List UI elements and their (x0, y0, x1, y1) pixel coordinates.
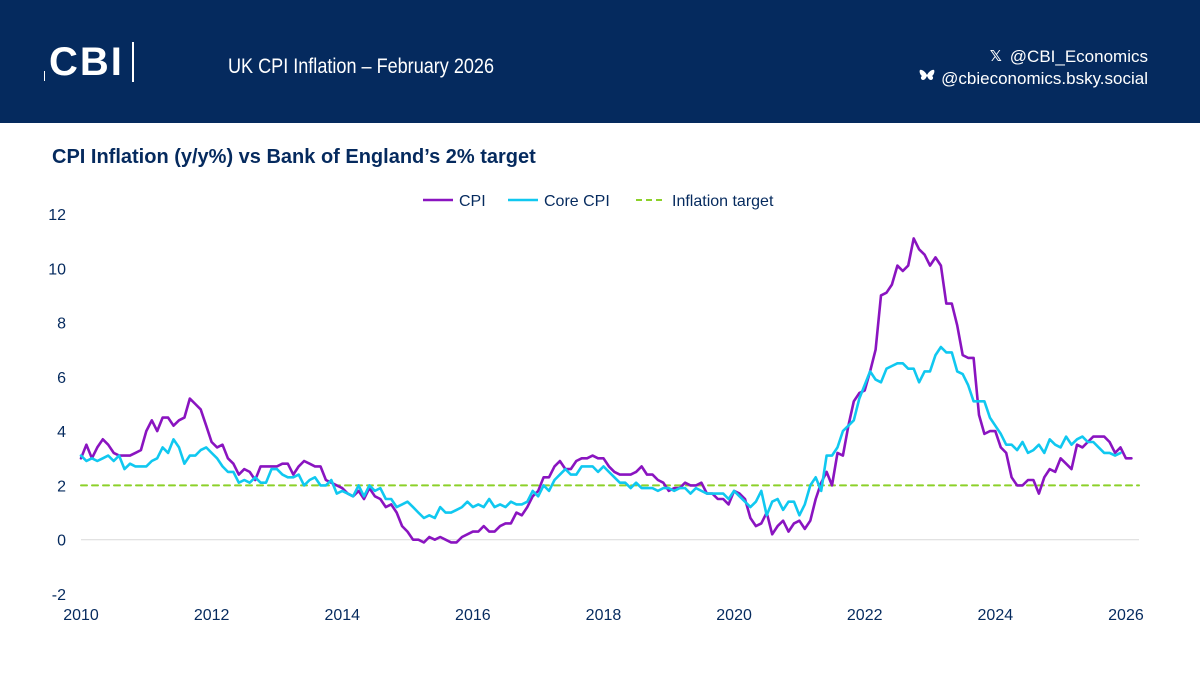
social-bsky-handle[interactable]: @cbieconomics.bsky.social (941, 69, 1148, 88)
y-tick-label: -2 (52, 587, 66, 604)
x-tick-label: 2020 (716, 607, 752, 624)
x-tick-label: 2010 (63, 607, 99, 624)
logo-divider (44, 71, 45, 81)
legend-label: CPI (459, 193, 486, 210)
x-logo-icon: 𝕏 (989, 48, 1002, 65)
x-tick-label: 2022 (847, 607, 883, 624)
x-tick-label: 2014 (324, 607, 360, 624)
x-tick-label: 2018 (586, 607, 622, 624)
y-tick-label: 6 (57, 370, 66, 387)
chart-axes: -2 0 2 4 6 8 10 12 2010 2012 2014 2016 2018 2020 2022 2… (48, 207, 1144, 624)
x-tick-label: 2026 (1108, 607, 1144, 624)
chart-title: CPI Inflation (y/y%) vs Bank of England’… (52, 146, 536, 168)
x-tick-label: 2012 (194, 607, 230, 624)
y-tick-label: 8 (57, 316, 66, 333)
social-x-handle[interactable]: @CBI_Economics (1009, 47, 1148, 66)
logo-divider (131, 42, 134, 82)
social-bsky-line[interactable]: @cbieconomics.bsky.social (919, 68, 1148, 90)
x-tick-label: 2024 (978, 607, 1014, 624)
y-tick-label: 4 (57, 424, 66, 441)
butterfly-icon (919, 68, 935, 90)
chart-series (79, 237, 1140, 544)
y-tick-label: 2 (57, 478, 66, 495)
y-tick-label: 10 (48, 261, 66, 278)
legend-label: Inflation target (672, 193, 774, 210)
series-line-cpi (79, 237, 1133, 544)
chart-legend: CPI Core CPI Inflation target (423, 193, 774, 210)
cbi-logo: CBI (44, 40, 142, 84)
y-tick-label: 0 (57, 533, 66, 550)
x-tick-label: 2016 (455, 607, 491, 624)
social-x-line[interactable]: 𝕏 @CBI_Economics (919, 46, 1148, 68)
header-banner: CBI UK CPI Inflation – February 2026 𝕏 @… (0, 0, 1200, 123)
logo-text: CBI (49, 39, 124, 84)
social-handles: 𝕏 @CBI_Economics @cbieconomics.bsky.soci… (919, 46, 1148, 90)
legend-label: Core CPI (544, 193, 610, 210)
page-title: UK CPI Inflation – February 2026 (228, 55, 495, 78)
series-line-core-cpi (79, 345, 1122, 520)
y-tick-label: 12 (48, 207, 66, 224)
